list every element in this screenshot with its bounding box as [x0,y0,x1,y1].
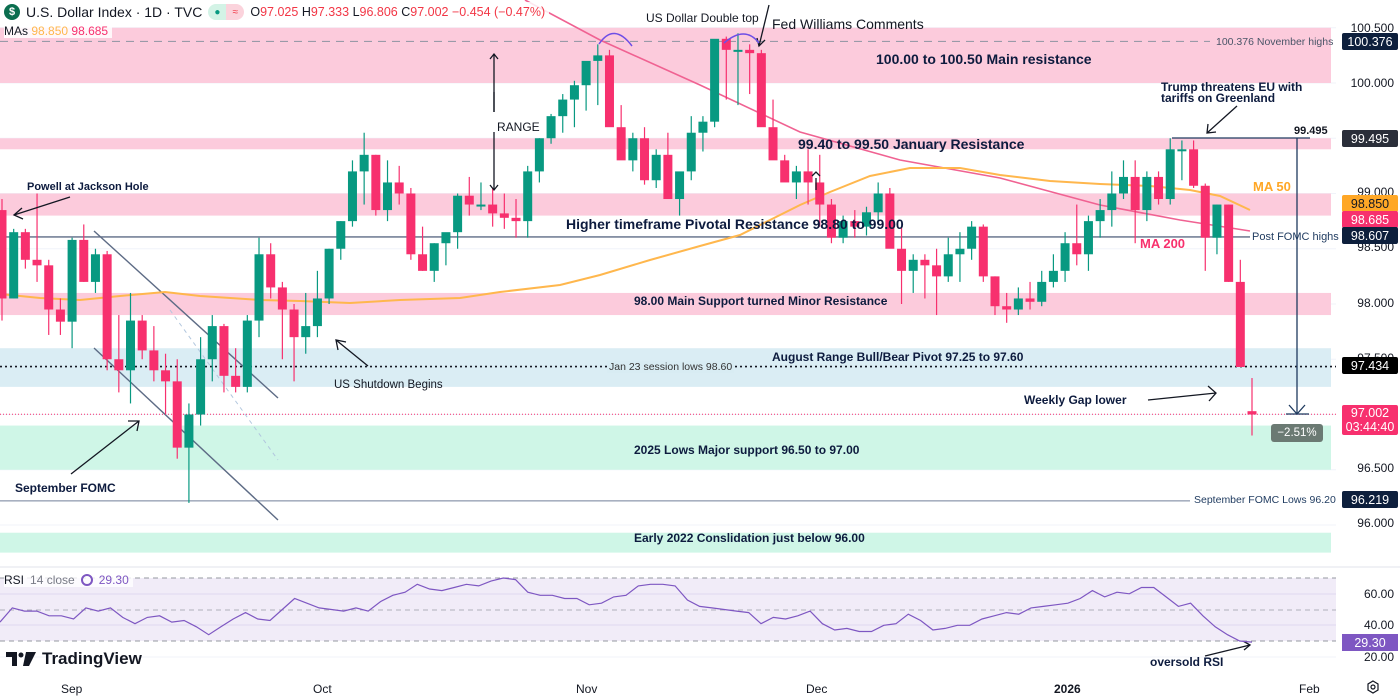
zone-label-jan-resistance: 99.40 to 99.50 January Resistance [798,136,1025,152]
ma50-tag: 98.850 [1342,195,1398,212]
range-label: RANGE [497,120,540,134]
sept-fomc-tag: 96.219 [1342,491,1398,508]
symbol-title[interactable]: U.S. Dollar Index · 1D · TVC [26,4,203,20]
jan23-label: Jan 23 session lows 98.60 [607,361,735,373]
post-fomc-tag: 98.607 [1342,227,1398,244]
moving-averages-legend[interactable]: MAs 98.850 98.685 [4,24,113,38]
post-fomc-label: Post FOMC highs [1252,231,1339,243]
jan23-tag: 97.434 [1342,357,1398,374]
symbol-header: $ U.S. Dollar Index · 1D · TVC ● ≈ O97.02… [4,2,550,22]
fed-williams-label: Fed Williams Comments [772,16,924,32]
dollar-logo-icon: $ [4,4,20,20]
rsi-value-tag: 29.30 [1342,634,1398,651]
ma50-line [0,167,1251,305]
last-price-tag: 97.002 03:44:40 [1342,405,1398,435]
ma200-label: MA 200 [1140,236,1186,251]
zone-0 [0,27,1331,83]
zone-label-minor-res: 98.00 Main Support turned Minor Resistan… [634,294,888,308]
zone-label-main-resistance: 100.00 to 100.50 Main resistance [876,51,1092,67]
measure-percent-badge: −2.51% [1271,424,1323,442]
market-open-icon: ● [208,4,227,20]
ma200-line [524,0,1251,232]
annotation-arrows [12,4,1252,657]
zone-label-aug-pivot: August Range Bull/Bear Pivot 97.25 to 97… [772,350,1024,364]
zone-1 [0,138,1331,150]
ma200-tag: 98.685 [1342,211,1398,228]
tradingview-logo[interactable]: TradingView [6,649,142,669]
rsi-pane [0,577,1336,643]
powell-label: Powell at Jackson Hole [27,181,149,193]
nov-high-tag: 100.376 [1342,33,1398,50]
zone-5 [0,425,1331,470]
ma50-label: MA 50 [1253,179,1291,194]
ohlc-values: O97.025 H97.333 L96.806 C97.002 −0.454 (… [250,5,546,19]
double-top-arcs [598,32,760,47]
ma200-value: 98.685 [71,24,109,38]
zone-label-2025-lows: 2025 Lows Major support 96.50 to 97.00 [634,443,860,457]
trump-label-1: Trump threatens EU with [1161,80,1303,94]
jan-res-tag: 99.495 [1342,130,1398,147]
settings-gear-icon[interactable] [1366,680,1380,694]
oversold-label: oversold RSI [1150,655,1224,669]
delayed-data-icon: ≈ [226,4,245,20]
nov-highs-label: 100.376 November highs [1216,36,1334,48]
sept-fomc-lows-label: September FOMC Lows 96.20 [1194,494,1336,506]
zone-6 [0,532,1331,553]
rsi-legend[interactable]: RSI 14 close 29.30 [4,573,133,587]
ma50-value: 98.850 [31,24,69,38]
double-top-label: US Dollar Double top [646,11,759,25]
tradingview-icon [6,652,36,666]
zone-label-pivotal: Higher timeframe Pivotal Resistance 98.8… [566,216,904,232]
zone-label-early-2022: Early 2022 Conslidation just below 96.00 [634,531,865,545]
rsi-settings-icon[interactable] [80,574,93,586]
market-status-pill[interactable]: ● ≈ [208,4,245,20]
zone-2 [0,193,1331,216]
measure-arrow [1172,137,1310,415]
weekly-gap-label: Weekly Gap lower [1024,393,1127,407]
jan-high-value: 99.495 [1294,125,1328,137]
sept-fomc-label: September FOMC [15,481,116,495]
trump-label-2: tariffs on Greenland [1161,91,1276,105]
shutdown-label: US Shutdown Begins [334,379,443,391]
candlestick-series [0,33,1257,503]
